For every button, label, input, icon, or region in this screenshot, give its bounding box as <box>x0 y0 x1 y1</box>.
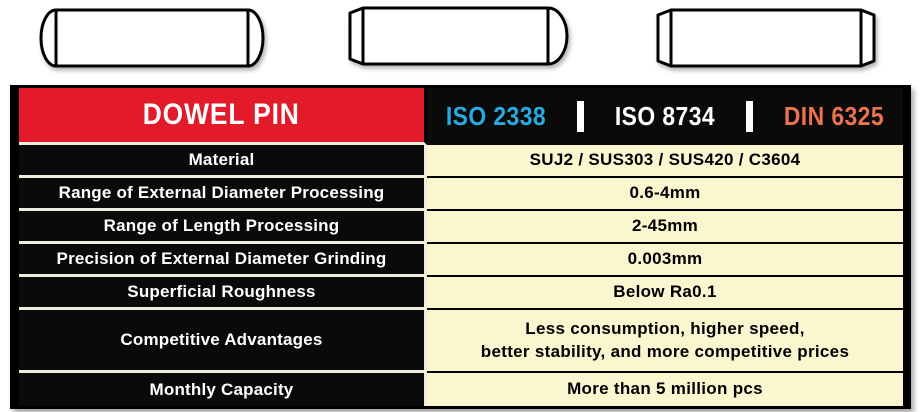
table-row-material: Material SUJ2 / SUS303 / SUS420 / C3604 <box>19 145 903 178</box>
row-value: Less consumption, higher speed, better s… <box>427 310 903 373</box>
row-label: Superficial Roughness <box>19 277 427 310</box>
table-row-monthly-capacity: Monthly Capacity More than 5 million pcs <box>19 373 903 406</box>
row-value: 2-45mm <box>427 211 903 244</box>
row-label: Competitive Advantages <box>19 310 427 373</box>
standard-iso-2338: ISO 2338 <box>446 101 547 131</box>
row-value: SUJ2 / SUS303 / SUS420 / C3604 <box>427 145 903 178</box>
table-row-grinding-precision: Precision of External Diameter Grinding … <box>19 244 903 277</box>
row-label: Precision of External Diameter Grinding <box>19 244 427 277</box>
dowel-pin-chamfered-left-rounded-right-icon <box>348 6 569 66</box>
row-label: Material <box>19 145 427 178</box>
product-title-cell: DOWEL PIN <box>19 88 427 145</box>
table-header-row: DOWEL PIN ISO 2338 ISO 8734 DIN 6325 <box>19 88 903 145</box>
standards-cell: ISO 2338 ISO 8734 DIN 6325 <box>427 88 903 145</box>
row-label: Monthly Capacity <box>19 373 427 406</box>
row-value: 0.003mm <box>427 244 903 277</box>
product-title: DOWEL PIN <box>142 98 301 131</box>
row-value: More than 5 million pcs <box>427 373 903 406</box>
table-row-superficial-roughness: Superficial Roughness Below Ra0.1 <box>19 277 903 310</box>
dowel-pin-rounded-both-ends-icon <box>39 8 265 68</box>
spec-table: DOWEL PIN ISO 2338 ISO 8734 DIN 6325 Mat… <box>10 85 911 409</box>
row-value: 0.6-4mm <box>427 178 903 211</box>
separator-bar-icon <box>577 101 585 132</box>
table-row-external-diameter-range: Range of External Diameter Processing 0.… <box>19 178 903 211</box>
row-label: Range of Length Processing <box>19 211 427 244</box>
row-label: Range of External Diameter Processing <box>19 178 427 211</box>
table-row-length-range: Range of Length Processing 2-45mm <box>19 211 903 244</box>
standard-din-6325: DIN 6325 <box>783 101 884 131</box>
row-value: Below Ra0.1 <box>427 277 903 310</box>
standard-iso-8734: ISO 8734 <box>614 101 716 131</box>
dowel-pin-chamfered-both-ends-icon <box>656 8 876 68</box>
table-row-competitive-advantages: Competitive Advantages Less consumption,… <box>19 310 903 373</box>
separator-bar-icon <box>745 101 753 132</box>
pin-illustrations <box>0 0 920 85</box>
